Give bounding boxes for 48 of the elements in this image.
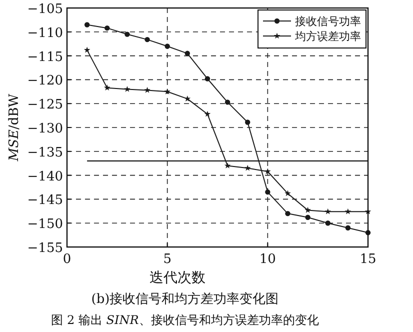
point [264,168,271,174]
point [84,22,90,28]
y-tick-label: −110 [27,26,63,41]
point [344,208,352,214]
point [144,86,150,93]
x-tick-label: 10 [259,252,276,267]
y-tick-label: −135 [27,145,63,160]
text: (b)接收信号和均方差功率变化图 [91,291,279,307]
y-tick-label: −120 [27,74,63,89]
point [184,96,191,102]
x-axis-title: 迭代次数 [150,270,206,286]
point [324,208,332,214]
point [124,32,130,37]
point [204,110,211,117]
x-tick-label: 5 [163,252,172,267]
point [244,164,251,171]
y-tick-label: −105 [27,2,63,17]
legend-label: 均方误差功率 [294,30,361,43]
legend-label: 接收信号功率 [295,15,361,28]
point [144,36,150,42]
caption: 图 2 输出 SINR、接收信号和均方误差功率的变化 [51,313,319,327]
y-tick-label: −155 [27,241,63,256]
point [265,189,270,195]
point [305,214,310,220]
y-tick-label: −150 [27,217,63,232]
point [184,50,190,56]
y-axis-title: MSE/dBW [7,93,22,162]
point [284,190,291,196]
point [245,120,250,125]
point [325,220,330,226]
point [84,46,90,53]
point [204,76,210,82]
y-tick-label: −115 [27,50,63,65]
point [224,100,230,105]
point [304,206,311,213]
point [104,25,110,31]
x-tick-label: 0 [62,252,72,267]
y-tick-label: −130 [27,122,63,136]
x-tick-label: 15 [360,252,376,267]
point [164,88,170,94]
y-tick-label: −125 [27,98,63,113]
point [124,86,130,92]
point [164,44,170,49]
point [224,162,231,168]
y-tick-label: −140 [27,169,63,184]
point [285,210,290,216]
point [345,225,351,230]
y-tick-label: −145 [27,193,63,208]
